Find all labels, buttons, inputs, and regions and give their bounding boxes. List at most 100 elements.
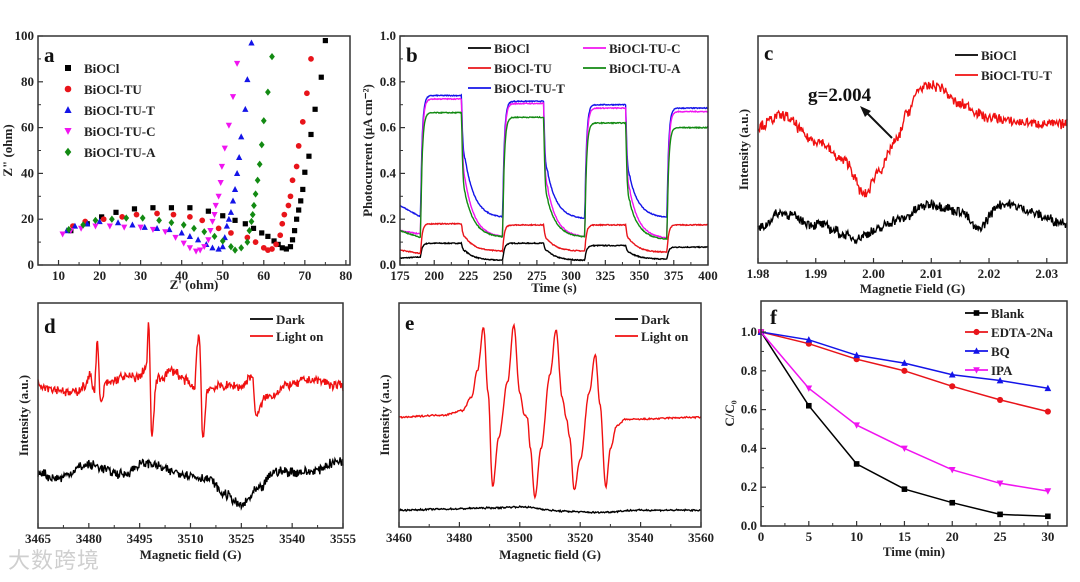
data-point-ipa [948,466,956,474]
series-line-dark [398,504,702,514]
data-point-biocl [250,225,257,231]
data-point-biocl-tu-c [180,240,187,247]
series-line-biocl [399,241,709,262]
data-point-biocl-tu-t [248,39,255,46]
data-point-biocl-tu-a [92,216,99,224]
data-point-biocl-tu [273,241,279,248]
plot-area [399,93,709,262]
data-point-biocl-tu [187,214,193,220]
y-axis-title: Photocurrent (μA cm⁻²) [360,84,375,217]
data-point-biocl-tu [287,193,294,200]
plot-area [59,37,328,255]
data-point-bq [1044,384,1052,392]
data-point-biocl-tu-a [65,225,72,234]
x-tick-label: 3460 [386,530,412,545]
data-point-biocl-tu-t [244,76,251,83]
legend-item-edta-2na: EDTA-2Na [965,325,1053,340]
legend: Dark Light on [615,312,689,344]
data-point-biocl-tu-c [201,244,208,251]
data-point-biocl-tu [154,210,160,217]
legend-item-biocl: BiOCl [468,41,530,56]
data-point-biocl [318,74,324,80]
data-point-biocl [283,246,289,252]
data-point-biocl-tu-c [192,248,200,255]
data-point-bq [996,376,1004,384]
data-point-biocl-tu-a [238,244,245,252]
x-tick-label: 250 [493,268,513,283]
data-point-biocl-tu-a [251,201,257,210]
data-point-biocl-tu-a [211,232,218,241]
data-point-biocl-tu-a [191,224,197,232]
series-line-light on [398,322,702,500]
y-tick-label: 0.2 [380,211,396,226]
data-point-biocl-tu [199,217,206,224]
data-point-biocl-tu-c [137,224,144,231]
data-point-blank [1045,513,1051,520]
data-point-bq [853,351,860,359]
x-tick-label: 3540 [279,531,305,546]
x-tick-label: 325 [596,268,616,283]
data-point-biocl-tu-c [212,202,219,209]
data-point-biocl-tu-t [209,244,216,251]
data-point-ipa [853,422,860,429]
watermark: 大数跨境 [8,549,101,574]
x-tick-label: 200 [424,268,444,283]
legend-marker [64,85,72,93]
data-point-biocl-tu-a [269,52,275,61]
data-point-biocl-tu-a [256,160,263,168]
legend-label: Light on [276,329,324,344]
y-tick-label: 80 [21,74,34,89]
y-tick-label: 0.6 [741,402,758,417]
x-tick-label: 375 [664,268,684,283]
data-point-biocl-tu-a [219,237,226,245]
x-tick-label: 1.99 [804,266,827,281]
legend-label: EDTA-2Na [991,325,1053,340]
data-point-bq [901,359,908,366]
legend-label: BiOCl-TU [84,82,142,97]
x-tick-label: 50 [216,268,229,283]
data-point-biocl [220,213,226,219]
legend: Blank EDTA-2Na BQ IPA [965,306,1053,378]
data-point-biocl [113,209,119,215]
data-point-biocl [287,244,294,250]
x-tick-label: 10 [52,268,65,283]
x-tick-label: 40 [175,268,188,283]
x-axis-title: Time (min) [883,544,945,559]
data-point-biocl-tu-c [225,122,233,129]
data-point-biocl-tu-c [162,229,169,236]
legend-label: BiOCl-TU-C [609,41,681,56]
y-tick-label: 0.4 [380,165,397,180]
data-point-biocl [205,208,211,214]
legend: Dark Light on [250,312,324,344]
x-tick-label: 400 [698,268,718,283]
legend-label: BiOCl-TU-T [84,103,155,118]
data-point-biocl [259,230,265,236]
y-axis-title: Intensity (a.u.) [16,375,31,456]
data-point-biocl [265,233,271,239]
data-point-ipa [805,385,813,392]
data-point-biocl [322,37,328,44]
legend-item-biocl-tu-a: BiOCl-TU-A [583,61,681,76]
panel-label: f [770,305,778,329]
y-tick-label: 0.0 [741,518,757,533]
data-point-biocl-tu-c [218,163,226,170]
x-tick-label: 3480 [76,531,102,546]
legend-label: BiOCl-TU-T [494,81,565,96]
legend-marker [973,328,980,336]
legend-label: BiOCl-TU-A [609,61,681,76]
legend-label: Dark [641,312,671,327]
panel-label: c [764,41,773,65]
data-point-biocl-tu-a [123,214,130,222]
x-tick-label: 3510 [178,531,204,546]
data-point-edta-2na [996,396,1004,404]
data-point-edta-2na [901,367,908,374]
y-tick-label: 0.0 [380,257,396,272]
data-point-biocl-tu-c [172,234,179,241]
data-point-biocl [131,206,138,212]
x-tick-label: 3465 [25,531,52,546]
x-tick-label: 2.03 [1035,266,1058,281]
y-tick-label: 0.2 [741,479,757,494]
data-point-biocl-tu-t [238,133,245,140]
legend-marker [973,310,980,316]
plot-area [757,328,1052,520]
